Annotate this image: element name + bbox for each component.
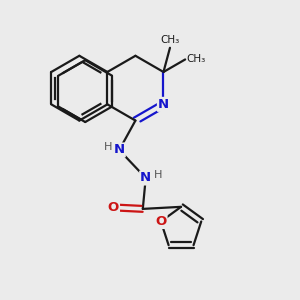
Text: H: H	[104, 142, 112, 152]
Text: CH₃: CH₃	[187, 55, 206, 64]
Text: O: O	[155, 215, 167, 228]
Text: N: N	[158, 98, 169, 111]
Text: H: H	[154, 170, 162, 180]
Text: N: N	[140, 172, 151, 184]
Text: O: O	[108, 201, 119, 214]
Text: CH₃: CH₃	[160, 35, 180, 45]
Text: N: N	[114, 143, 125, 157]
